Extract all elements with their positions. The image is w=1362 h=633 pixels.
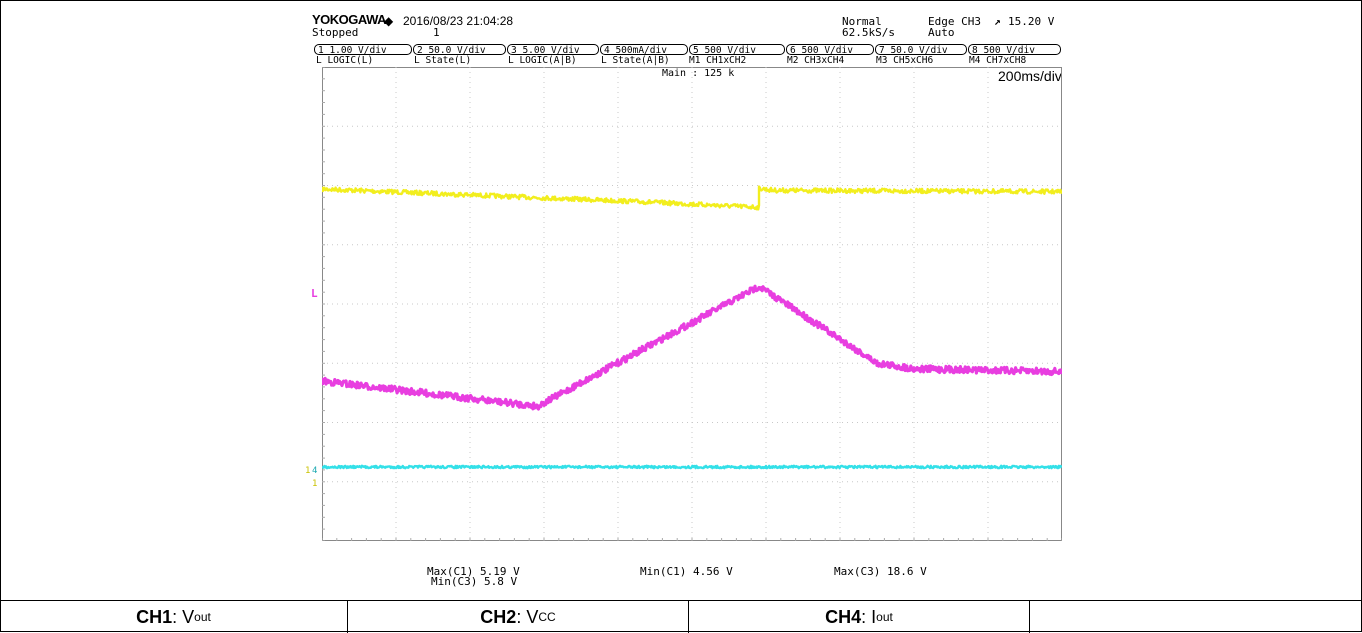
ch1-ground-marker: 1 xyxy=(305,466,311,476)
meas-min-c3: Min(C3) 5.8 V xyxy=(431,575,518,588)
meas-max-c3: Max(C3) 18.6 V xyxy=(834,565,927,578)
legend-cell-empty xyxy=(1030,601,1362,633)
trace-ch3 xyxy=(322,284,1062,411)
legend-ch4-signal: I xyxy=(871,606,877,627)
ch4-sub: L State(A|B) xyxy=(601,55,670,66)
legend-ch4-name: CH4 xyxy=(825,606,862,627)
meas-max-c1: Max(C1) 5.19 V xyxy=(427,565,520,578)
trace-ch4 xyxy=(322,464,1062,470)
ch7-sub: M3 CH5xCH6 xyxy=(876,55,934,66)
ch6-scale: 6 500 V/div xyxy=(786,44,874,56)
oscilloscope-screenshot: YOKOGAWA ◆ 2016/08/23 21:04:28 Stopped 1… xyxy=(305,12,1062,588)
legend-ch4-subscript: out xyxy=(876,610,893,624)
ch1-sub: L LOGIC(L) xyxy=(316,55,374,66)
diamond-icon: ◆ xyxy=(384,14,394,28)
ch4-scale: 4 500mA/div xyxy=(600,44,688,56)
ch8-sub: M4 CH7xCH8 xyxy=(969,55,1027,66)
legend-ch2-subscript: CC xyxy=(538,610,556,624)
ch5-scale: 5 500 V/div xyxy=(689,44,785,56)
ch2-sub: L State(L) xyxy=(414,55,472,66)
rising-edge-icon: ↗ xyxy=(994,15,1001,28)
ch7-scale: 7 50.0 V/div xyxy=(875,44,967,56)
trigger-mode: Auto xyxy=(928,26,955,39)
trigger-level: 15.20 V xyxy=(1008,15,1055,28)
meas-min-c1: Min(C1) 4.56 V xyxy=(640,565,733,578)
brand-logo: YOKOGAWA xyxy=(312,12,387,27)
edge-ticks xyxy=(322,67,1062,541)
ch6-sub: M2 CH3xCH4 xyxy=(787,55,845,66)
ch5-sub: M1 CH1xCH2 xyxy=(689,55,747,66)
legend-ch1-subscript: out xyxy=(194,610,211,624)
ch3-scale: 3 5.00 V/div xyxy=(507,44,599,56)
ch8-scale: 8 500 V/div xyxy=(968,44,1061,56)
timebase: 200ms/div xyxy=(998,68,1062,84)
ch3-sub: L LOGIC(A|B) xyxy=(508,55,577,66)
legend-ch1-name: CH1 xyxy=(136,606,173,627)
record-length: Main : 125 k xyxy=(662,68,735,79)
trigger-source: Edge CH3 xyxy=(928,15,981,28)
trace-ch1 xyxy=(322,185,1062,211)
ch1-ground-marker-lower: 1 xyxy=(312,479,318,489)
datetime: 2016/08/23 21:04:28 xyxy=(403,14,514,28)
waveform-plot xyxy=(322,67,1062,541)
legend-ch2-name: CH2 xyxy=(480,606,517,627)
acq-mode: Normal xyxy=(842,15,882,28)
legend-ch2-signal: V xyxy=(526,606,539,627)
sample-rate: 62.5kS/s xyxy=(842,26,895,39)
traces xyxy=(322,185,1062,470)
ch2-scale: 2 50.0 V/div xyxy=(413,44,506,56)
ch4-ground-marker: 4 xyxy=(312,466,318,476)
legend-ch1-signal: V xyxy=(182,606,195,627)
ch3-level-marker: L xyxy=(311,287,318,300)
acq-status: Stopped xyxy=(312,26,359,39)
acq-count: 1 xyxy=(433,26,440,39)
graticule xyxy=(322,67,1062,541)
ch1-scale: 1 1.00 V/div xyxy=(314,44,412,56)
legend-cell-ch2: CH2: V CC xyxy=(348,601,689,633)
